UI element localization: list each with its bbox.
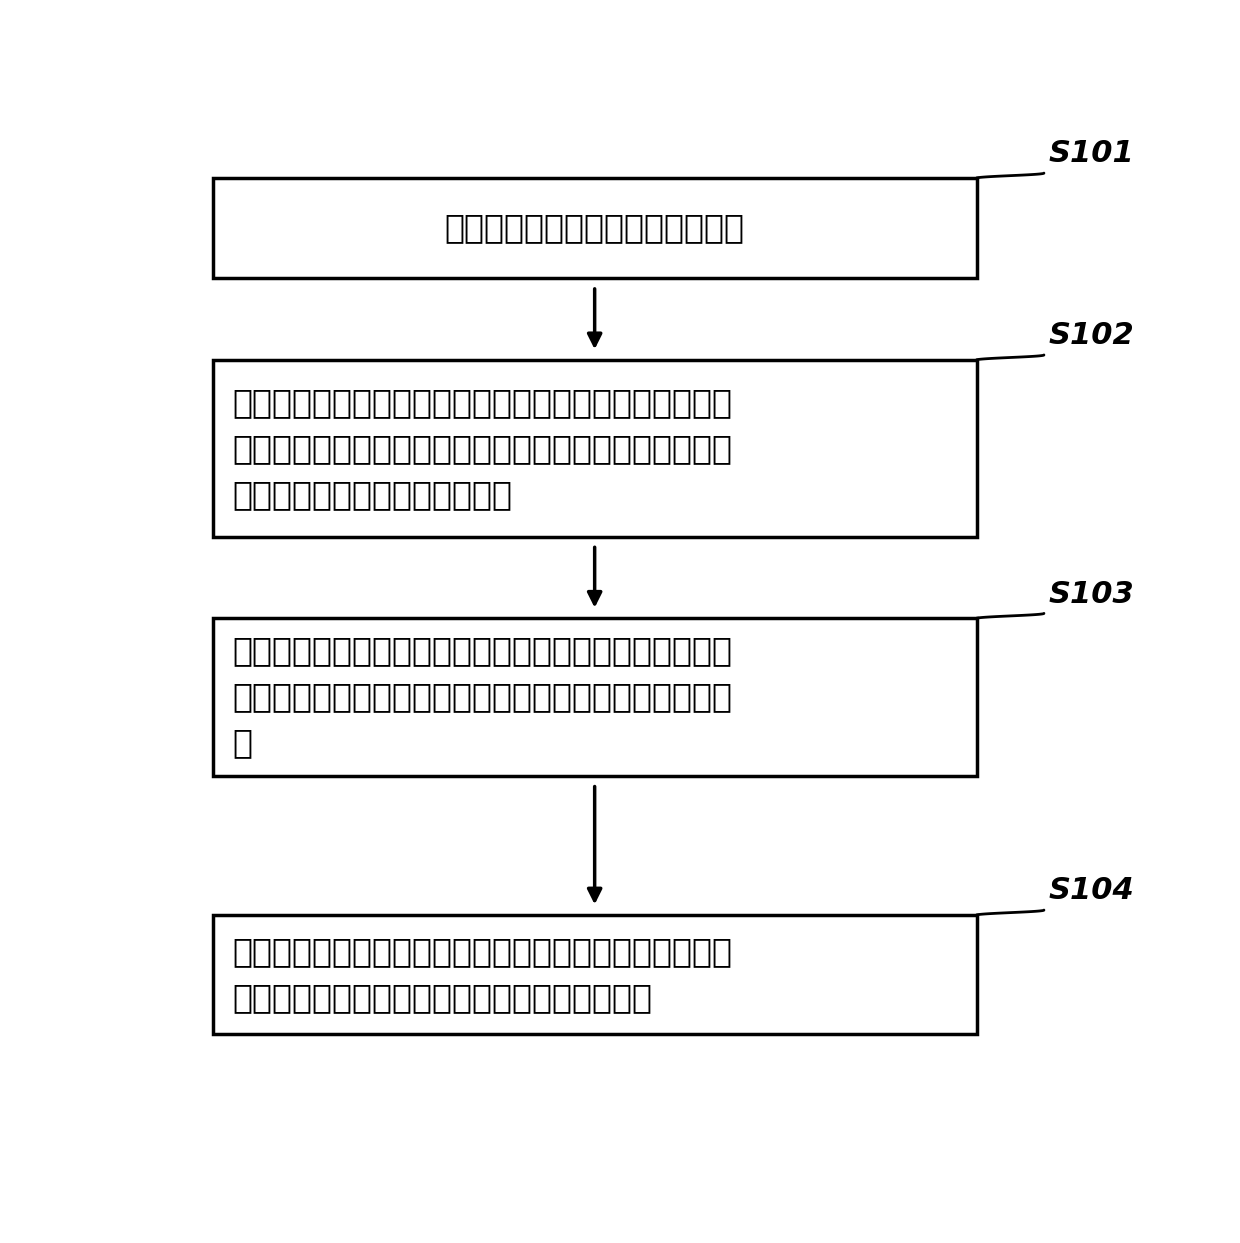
Text: 建立线性网络部分的节点导纳矩阵: 建立线性网络部分的节点导纳矩阵 — [445, 211, 745, 245]
Bar — [213, 618, 977, 776]
Text: 不同频率下，将每个新能源场站的补充导纳矩阵分别计入
线性网络部分的节点导纳矩阵，形成全电网的节点导纳矩
阵: 不同频率下，将每个新能源场站的补充导纳矩阵分别计入 线性网络部分的节点导纳矩阵，… — [232, 635, 732, 759]
Text: S101: S101 — [1049, 139, 1135, 168]
Bar — [213, 178, 977, 278]
Text: 通过仿真分析或现场测试，获取新能源场站的等値导纳的
频率响应数据，并使用所述频率响应数据形成不同频率下
所述新能源场站的补充导纳矩阵: 通过仿真分析或现场测试，获取新能源场站的等値导纳的 频率响应数据，并使用所述频率… — [232, 385, 732, 511]
Text: S103: S103 — [1049, 579, 1135, 609]
Text: S104: S104 — [1049, 876, 1135, 905]
Bar — [213, 915, 977, 1034]
Bar — [213, 359, 977, 537]
Text: S102: S102 — [1049, 321, 1135, 351]
Text: 根据所述全电网的节点导纳矩阵，获取谐波扰动下全电网
的谐波分布，评估电网的谐波畜变和过电压风险: 根据所述全电网的节点导纳矩阵，获取谐波扰动下全电网 的谐波分布，评估电网的谐波畜… — [232, 935, 732, 1014]
